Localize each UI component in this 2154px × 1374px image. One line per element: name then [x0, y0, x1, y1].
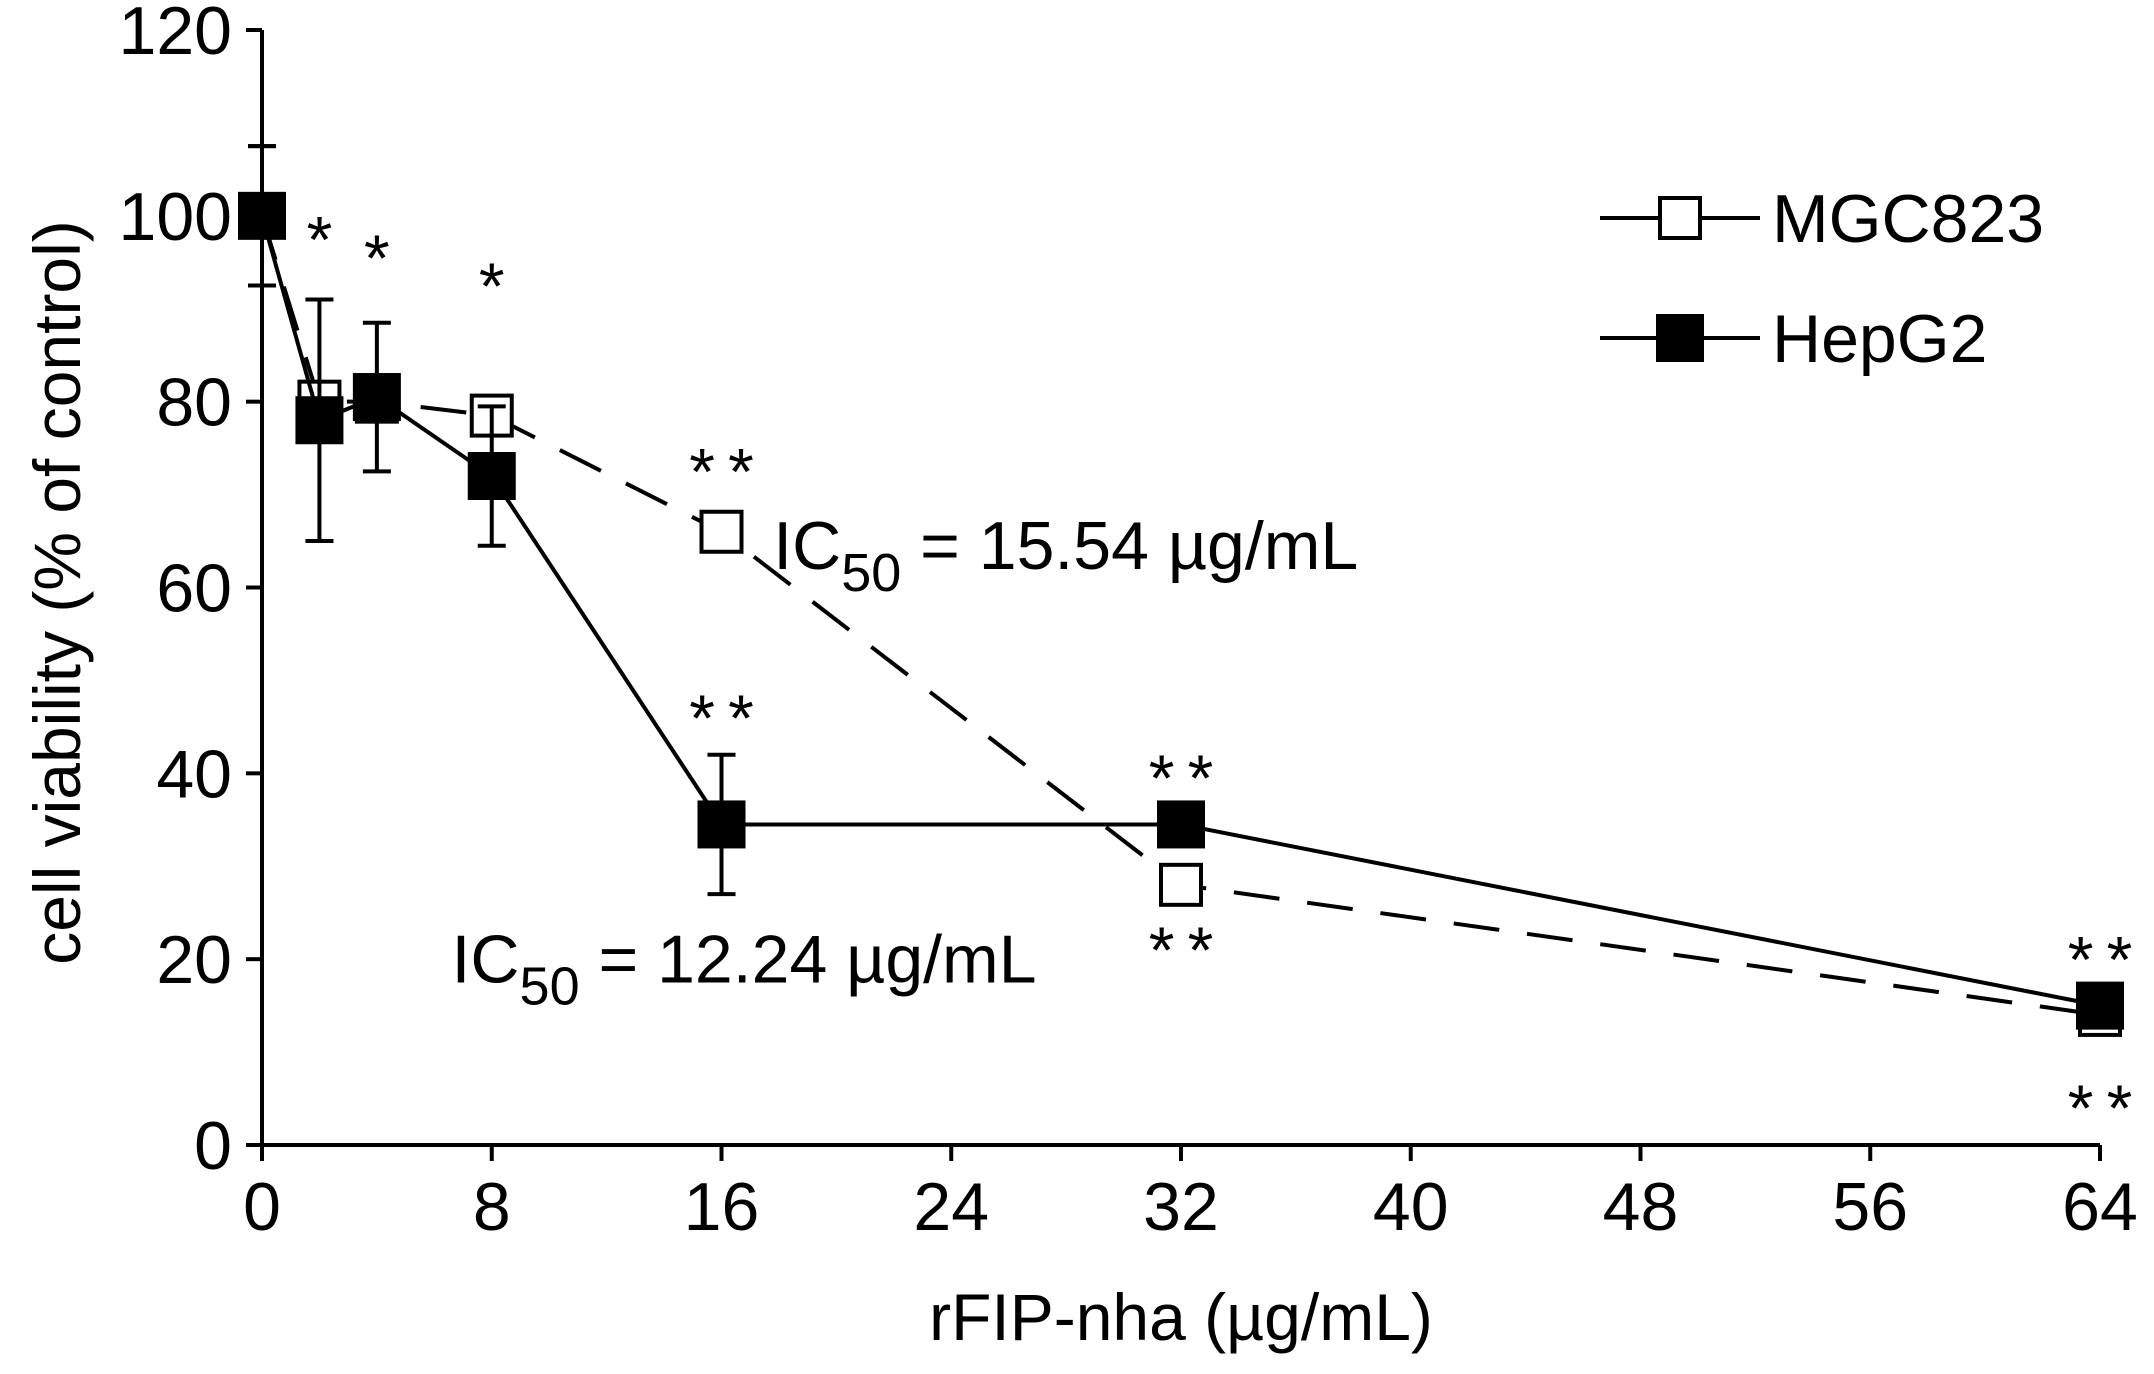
x-axis-title: rFIP-nha (µg/mL) — [929, 1280, 1433, 1354]
ic50-prefix: IC — [452, 921, 520, 997]
significance-mark: * * — [1149, 913, 1214, 987]
significance-mark: * * — [2068, 922, 2133, 996]
y-tick-label: 80 — [156, 365, 232, 441]
significance-mark: * — [364, 221, 390, 295]
x-tick-label: 32 — [1143, 1169, 1219, 1245]
legend-label: HepG2 — [1772, 301, 1987, 377]
ic50-value: = 15.54 µg/mL — [901, 508, 1358, 584]
x-tick-label: 40 — [1373, 1169, 1449, 1245]
significance-mark: * * — [689, 435, 754, 509]
significance-mark: * — [479, 249, 505, 323]
y-tick-label: 100 — [119, 179, 232, 255]
ic50-annotation-mgc823: IC50 = 15.54 µg/mL — [773, 508, 1358, 603]
data-point-filled-square — [238, 191, 286, 240]
data-point-filled-square — [295, 396, 344, 445]
axes: 0 8 16 24 32 40 48 56 64 0 20 40 60 80 100 120 rFIP-nha … — [20, 0, 2138, 1354]
series-mgc823 — [240, 144, 2122, 1037]
data-point-filled-square — [697, 800, 746, 849]
significance-marks: * * * * * * * * * * * * * * * — [307, 202, 2133, 1145]
series-layer — [238, 144, 2124, 1037]
legend-label: MGC823 — [1772, 181, 2044, 257]
x-tick-label: 0 — [243, 1169, 281, 1245]
x-tick-label: 24 — [913, 1169, 989, 1245]
ic50-annotation-hepg2: IC50 = 12.24 µg/mL — [452, 921, 1037, 1016]
x-tick-label: 8 — [473, 1169, 511, 1245]
legend-marker-filled-square — [1656, 314, 1704, 362]
x-tick-label: 48 — [1603, 1169, 1679, 1245]
ic50-subscript: 50 — [841, 543, 901, 603]
data-point-filled-square — [2076, 981, 2124, 1030]
ic50-subscript: 50 — [520, 956, 580, 1016]
x-tick-label: 16 — [684, 1169, 760, 1245]
legend-item-mgc823: MGC823 — [1600, 181, 2044, 257]
data-point-open-square — [699, 509, 744, 554]
x-tick-label: 64 — [2062, 1169, 2138, 1245]
data-point-filled-square — [352, 373, 401, 422]
legend-item-hepg2: HepG2 — [1600, 301, 1987, 377]
y-tick-label: 20 — [156, 922, 232, 998]
ic50-prefix: IC — [773, 508, 841, 584]
significance-mark: * — [307, 202, 333, 276]
y-axis-title: cell viability (% of control) — [20, 220, 94, 965]
data-point-filled-square — [1157, 800, 1205, 849]
series-hepg2 — [238, 144, 2124, 1030]
legend: MGC823 HepG2 — [1600, 181, 2044, 377]
y-tick-label: 40 — [156, 736, 232, 812]
x-tick-label: 56 — [1832, 1169, 1908, 1245]
data-point-filled-square — [467, 452, 516, 500]
y-tick-label: 120 — [119, 0, 232, 69]
ic50-value: = 12.24 µg/mL — [580, 921, 1037, 997]
y-tick-label: 60 — [156, 551, 232, 627]
data-point-open-square — [1159, 862, 1203, 907]
y-tick-label: 0 — [194, 1108, 232, 1184]
significance-mark: * * — [2068, 1071, 2133, 1145]
significance-mark: * * — [1149, 741, 1214, 815]
significance-mark: * * — [689, 681, 754, 755]
legend-marker-open-square — [1658, 196, 1702, 240]
